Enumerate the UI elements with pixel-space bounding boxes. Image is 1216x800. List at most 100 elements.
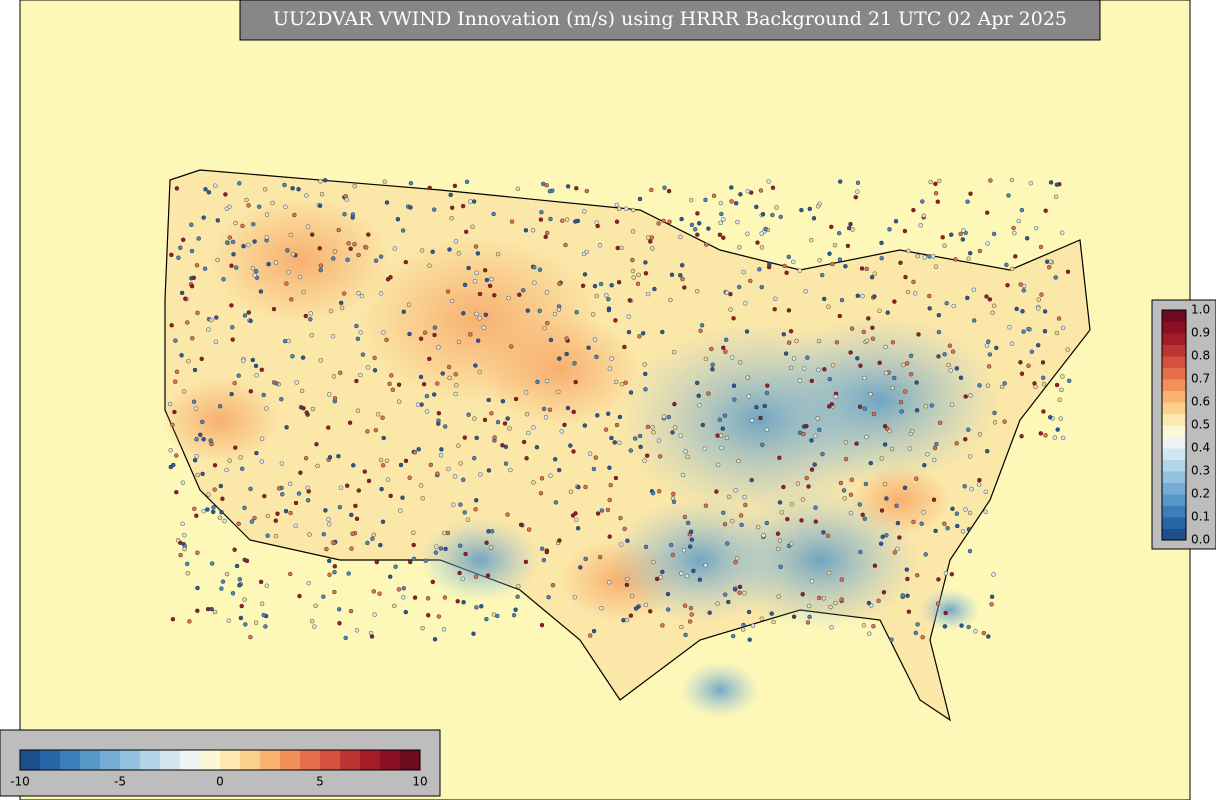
observation-dot [649, 187, 654, 193]
observation-dot [943, 571, 949, 576]
observation-dot [855, 356, 860, 361]
observation-dot [350, 215, 355, 220]
observation-dot [233, 220, 238, 226]
observation-dot [876, 598, 881, 603]
observation-dot [224, 571, 230, 577]
observation-dot [553, 500, 559, 505]
colorbar-swatch [1162, 425, 1186, 437]
observation-dot [736, 458, 741, 464]
observation-dot [711, 193, 717, 198]
observation-dot [877, 308, 882, 313]
observation-dot [210, 509, 216, 515]
observation-dot [645, 291, 651, 297]
observation-dot [784, 270, 789, 275]
observation-dot [855, 189, 860, 194]
observation-dot [734, 201, 739, 206]
colorbar-swatch [1162, 517, 1186, 529]
observation-dot [650, 246, 655, 251]
observation-dot [265, 533, 270, 538]
observation-dot [913, 630, 918, 636]
observation-dot [411, 556, 417, 562]
observation-dot [843, 456, 849, 462]
observation-dot [403, 458, 409, 464]
observation-dot [378, 254, 384, 259]
observation-dot [509, 344, 514, 349]
observation-dot [958, 231, 963, 237]
observation-dot [180, 237, 186, 243]
observation-dot [1009, 266, 1015, 271]
observation-dot [252, 273, 258, 278]
observation-dot [371, 532, 376, 537]
observation-dot [446, 364, 452, 370]
observation-dot [898, 260, 903, 265]
observation-dot [382, 179, 387, 184]
observation-dot [636, 272, 641, 278]
observation-dot [470, 224, 475, 230]
observation-dot [372, 368, 378, 373]
observation-dot [544, 378, 550, 384]
observation-dot [290, 186, 295, 191]
observation-dot [229, 263, 234, 268]
colorbar-frame [19, 749, 421, 771]
observation-dot [365, 365, 371, 370]
observation-dot [190, 336, 195, 341]
observation-dot [372, 355, 377, 361]
observation-dot [843, 264, 848, 269]
observation-dot [476, 338, 481, 343]
observation-dot [1040, 360, 1046, 365]
observation-dot [327, 572, 332, 577]
observation-dot [279, 461, 285, 466]
observation-dot [606, 307, 612, 313]
observation-dot [853, 194, 858, 200]
observation-dot [987, 352, 993, 357]
observation-dot [858, 549, 863, 555]
observation-dot [209, 317, 214, 323]
observation-dot [616, 206, 622, 212]
observation-dot [321, 594, 326, 599]
observation-dot [471, 631, 476, 636]
observation-dot [237, 583, 242, 588]
observation-dot [545, 320, 550, 326]
observation-dot [345, 483, 350, 488]
colorbar-swatch [1162, 482, 1186, 495]
observation-dot [779, 510, 784, 515]
observation-dot [687, 619, 693, 624]
observation-dot [660, 329, 665, 335]
observation-dot [992, 410, 997, 416]
observation-dot [541, 406, 547, 412]
observation-dot [963, 437, 968, 442]
observation-dot [220, 579, 226, 584]
observation-dot [986, 339, 991, 344]
observation-dot [445, 289, 451, 294]
observation-dot [813, 519, 818, 524]
observation-dot [803, 289, 808, 294]
observation-dot [785, 516, 790, 522]
observation-dot [544, 549, 549, 555]
observation-dot [219, 586, 224, 591]
observation-dot [609, 435, 614, 441]
observation-dot [771, 619, 776, 625]
observation-dot [539, 209, 544, 215]
observation-dot [971, 287, 976, 292]
observation-dot [921, 510, 926, 515]
observation-dot [1059, 387, 1064, 393]
observation-dot [862, 406, 867, 411]
observation-dot [574, 186, 579, 191]
observation-dot [883, 344, 888, 350]
observation-dot [477, 369, 482, 375]
observation-dot [487, 283, 493, 289]
colorbar-swatch [280, 750, 301, 770]
observation-dot [1026, 363, 1031, 368]
observation-dot [1028, 180, 1034, 186]
colorbar-swatch [1162, 505, 1186, 518]
observation-dot [738, 513, 744, 518]
observation-dot [868, 392, 873, 397]
observation-dot [305, 498, 311, 503]
observation-dot [195, 608, 200, 613]
observation-dot [817, 258, 822, 263]
observation-dot [595, 511, 601, 516]
observation-dot [264, 212, 270, 217]
observation-dot [927, 254, 932, 259]
observation-dot [457, 570, 462, 576]
observation-dot [174, 369, 180, 374]
